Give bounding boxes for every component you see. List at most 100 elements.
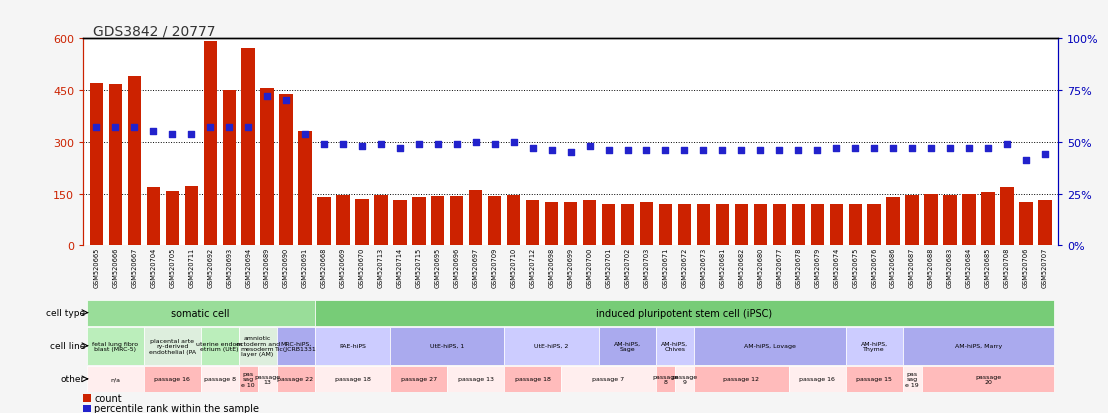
Bar — [922, 366, 1055, 392]
Text: passage
8: passage 8 — [653, 374, 678, 384]
Bar — [238, 327, 277, 365]
Bar — [83, 405, 91, 412]
Bar — [963, 194, 976, 246]
Text: GSM520693: GSM520693 — [226, 247, 233, 287]
Bar — [830, 204, 843, 246]
Text: GSM520685: GSM520685 — [985, 247, 991, 287]
Bar — [86, 366, 144, 392]
Point — [884, 145, 902, 152]
Point — [695, 147, 712, 154]
Bar — [811, 204, 824, 246]
Bar — [735, 204, 748, 246]
Text: GSM520706: GSM520706 — [1023, 247, 1029, 287]
Text: GSM520686: GSM520686 — [890, 247, 896, 287]
Bar — [656, 366, 675, 392]
Text: amniotic
ectoderm and
mesoderm
layer (AM): amniotic ectoderm and mesoderm layer (AM… — [236, 335, 279, 356]
Bar — [1019, 203, 1033, 246]
Text: MRC-hiPS,
Tic(JCRB1331: MRC-hiPS, Tic(JCRB1331 — [275, 341, 317, 351]
Text: GSM520687: GSM520687 — [909, 247, 915, 287]
Text: placental arte
ry-derived
endothelial (PA: placental arte ry-derived endothelial (P… — [148, 338, 196, 354]
Point — [789, 147, 807, 154]
Point — [335, 141, 352, 148]
Bar — [201, 366, 238, 392]
Point — [183, 131, 201, 138]
Text: GSM520695: GSM520695 — [434, 247, 441, 287]
Bar — [448, 366, 504, 392]
Bar — [772, 204, 786, 246]
Bar — [845, 366, 903, 392]
Text: induced pluripotent stem cell (iPSC): induced pluripotent stem cell (iPSC) — [596, 308, 772, 318]
Bar — [90, 84, 103, 246]
Text: pas
sag
e 10: pas sag e 10 — [242, 371, 255, 387]
Bar — [564, 203, 577, 246]
Bar — [315, 300, 1055, 326]
Point — [998, 141, 1016, 148]
Text: GSM520672: GSM520672 — [681, 247, 687, 287]
Text: uterine endom
etrium (UtE): uterine endom etrium (UtE) — [196, 341, 243, 351]
Point — [353, 143, 371, 150]
Bar — [868, 204, 881, 246]
Point — [637, 147, 655, 154]
Bar — [1001, 187, 1014, 246]
Point — [828, 145, 845, 152]
Text: GSM520679: GSM520679 — [814, 247, 820, 287]
Point — [429, 141, 447, 148]
Bar — [412, 197, 425, 246]
Point — [714, 147, 731, 154]
Bar — [675, 366, 694, 392]
Bar — [109, 85, 122, 246]
Text: GSM520684: GSM520684 — [966, 247, 972, 287]
Text: passage 22: passage 22 — [277, 376, 314, 382]
Text: UtE-hiPS, 2: UtE-hiPS, 2 — [534, 343, 568, 349]
Text: passage 7: passage 7 — [593, 376, 625, 382]
Point — [770, 147, 788, 154]
Point — [599, 147, 617, 154]
Text: GSM520701: GSM520701 — [606, 247, 612, 287]
Text: GSM520712: GSM520712 — [530, 247, 535, 287]
Text: GSM520674: GSM520674 — [833, 247, 839, 287]
Point — [941, 145, 958, 152]
Point — [88, 125, 105, 131]
Bar — [583, 201, 596, 246]
Text: GSM520669: GSM520669 — [340, 247, 346, 287]
Bar — [201, 327, 238, 365]
Point — [372, 141, 390, 148]
Bar — [450, 197, 463, 246]
Point — [903, 145, 921, 152]
Text: pas
sag
e 19: pas sag e 19 — [905, 371, 919, 387]
Bar — [903, 366, 922, 392]
Point — [676, 147, 694, 154]
Bar — [356, 199, 369, 246]
Point — [979, 145, 997, 152]
Bar — [390, 327, 504, 365]
Bar — [845, 327, 903, 365]
Text: n/a: n/a — [111, 376, 121, 382]
Point — [144, 129, 162, 135]
Bar — [599, 327, 656, 365]
Point — [163, 131, 181, 138]
Point — [486, 141, 504, 148]
Text: GSM520682: GSM520682 — [738, 247, 745, 287]
Bar — [431, 197, 444, 246]
Bar — [694, 366, 789, 392]
Bar — [165, 191, 178, 246]
Bar — [144, 366, 201, 392]
Bar — [716, 204, 729, 246]
Text: percentile rank within the sample: percentile rank within the sample — [94, 404, 259, 413]
Text: GSM520708: GSM520708 — [1004, 247, 1009, 287]
Bar — [86, 327, 144, 365]
Point — [922, 145, 940, 152]
Text: GSM520668: GSM520668 — [321, 247, 327, 287]
Point — [524, 145, 542, 152]
Text: passage 16: passage 16 — [799, 376, 835, 382]
Text: somatic cell: somatic cell — [172, 308, 230, 318]
Bar — [526, 201, 540, 246]
Bar — [315, 327, 390, 365]
Point — [410, 141, 428, 148]
Text: AM-hiPS,
Sage: AM-hiPS, Sage — [614, 341, 642, 351]
Bar — [185, 187, 198, 246]
Text: passage 16: passage 16 — [154, 376, 191, 382]
Point — [809, 147, 827, 154]
Text: AM-hiPS,
Thyme: AM-hiPS, Thyme — [861, 341, 888, 351]
Text: GSM520690: GSM520690 — [283, 247, 289, 287]
